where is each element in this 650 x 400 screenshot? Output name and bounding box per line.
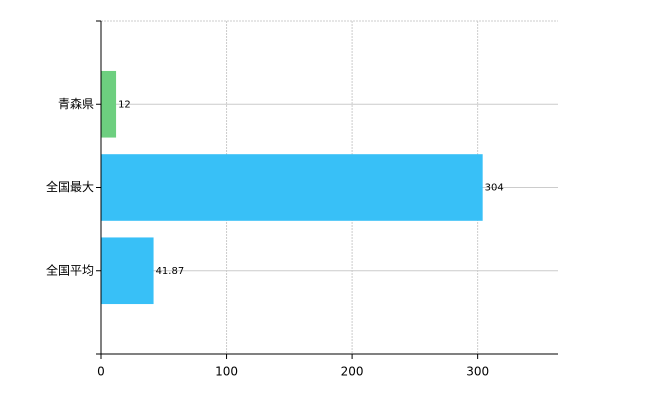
y-tick-label: 全国平均 xyxy=(46,262,94,277)
x-tick-label: 0 xyxy=(97,365,105,379)
x-tick-label: 300 xyxy=(466,365,489,379)
y-tick-label: 全国最大 xyxy=(46,179,94,194)
x-tick-label: 200 xyxy=(341,365,364,379)
bar xyxy=(101,154,483,221)
bar xyxy=(101,70,117,138)
value-label: 12 xyxy=(118,99,131,110)
x-tick-label: 100 xyxy=(215,365,238,379)
value-label: 304 xyxy=(485,183,504,194)
value-label: 41.87 xyxy=(156,266,185,277)
y-tick-label: 青森県 xyxy=(58,96,94,111)
bar xyxy=(101,237,154,305)
